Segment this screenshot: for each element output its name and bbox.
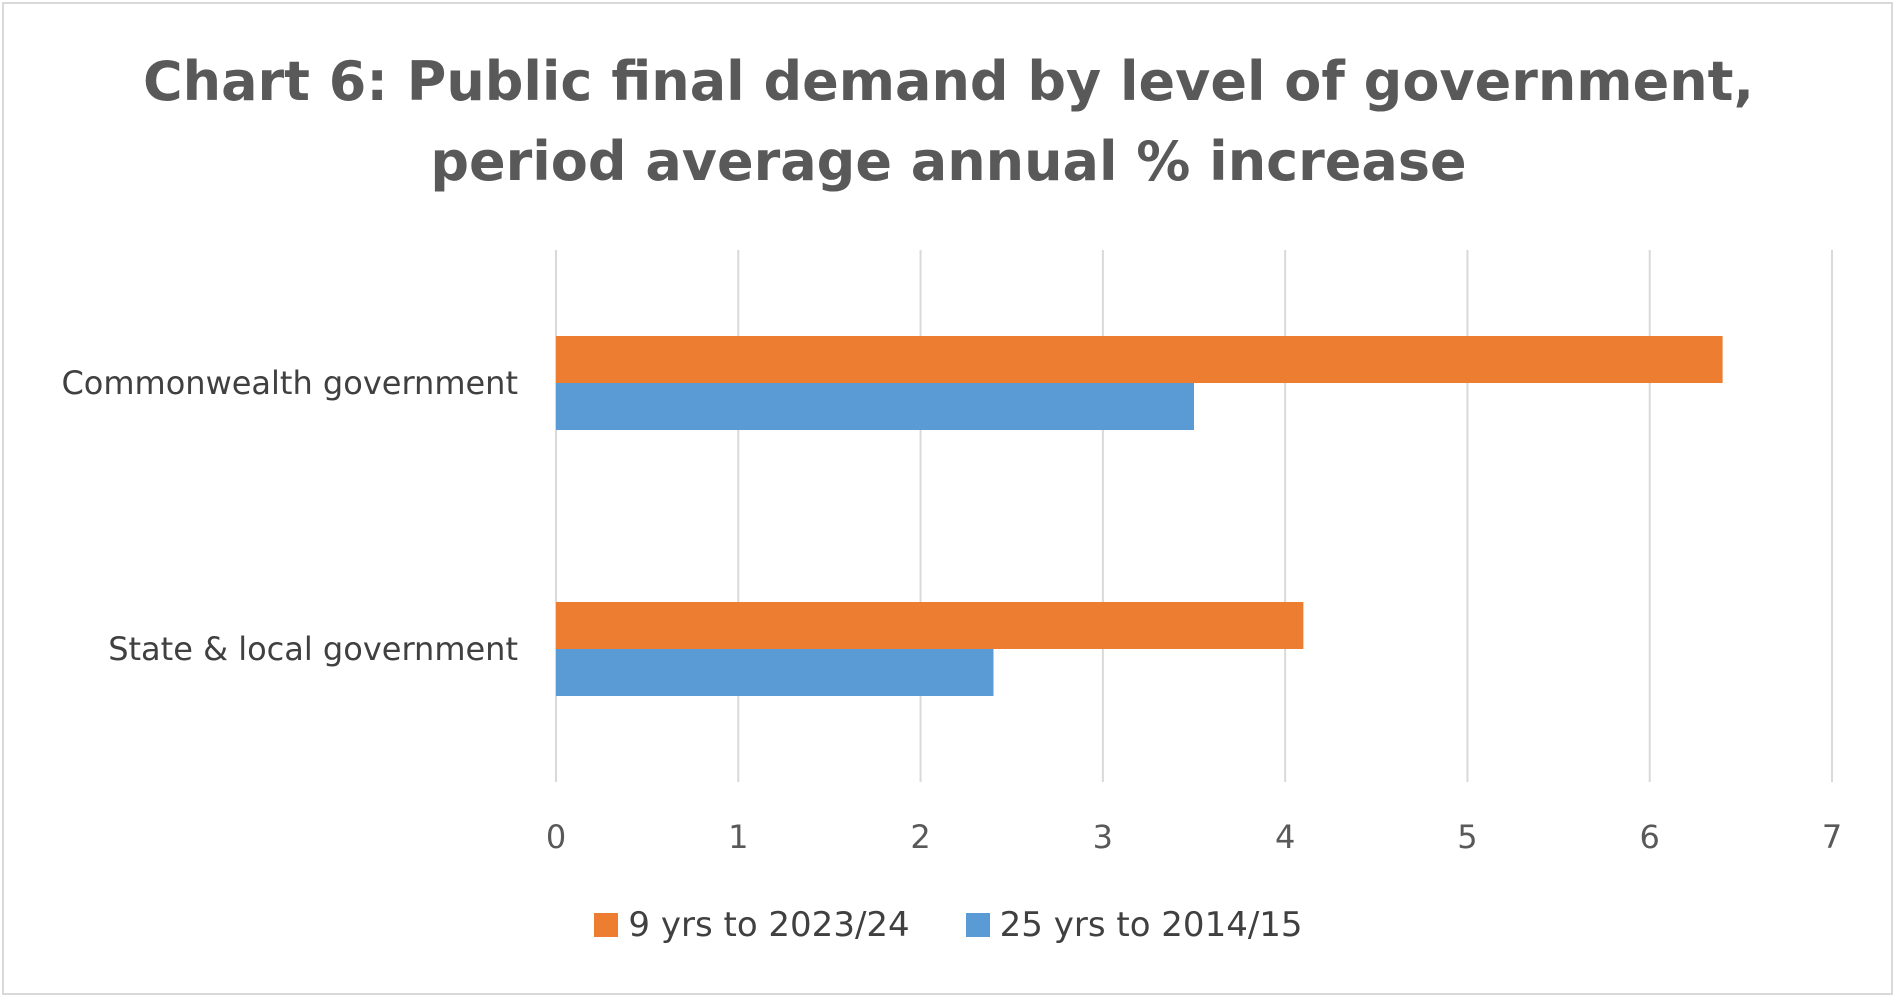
x-tick-label-6: 6 (1640, 818, 1660, 856)
legend: 9 yrs to 2023/24 25 yrs to 2014/15 (0, 900, 1897, 950)
bar-series-2-category-2 (556, 649, 994, 696)
x-tick-label-7: 7 (1822, 818, 1842, 856)
chart-title-line-2: period average annual % increase (430, 130, 1467, 193)
x-tick-label-3: 3 (1093, 818, 1113, 856)
gridlines (555, 250, 1833, 782)
category-label-1: Commonwealth government (61, 364, 518, 402)
category-labels: Commonwealth government State & local gov… (61, 364, 518, 668)
bar-series-1-category-1 (556, 336, 1723, 383)
legend-label-series-2: 25 yrs to 2014/15 (999, 905, 1303, 945)
category-label-2: State & local government (108, 630, 518, 668)
legend-swatch-series-1 (594, 913, 619, 937)
x-tick-label-0: 0 (546, 818, 566, 856)
x-tick-labels: 0 1 2 3 4 5 6 7 (546, 818, 1842, 856)
chart-title-line-1: Chart 6: Public final demand by level of… (143, 50, 1754, 113)
bar-series-1-category-2 (556, 602, 1304, 649)
x-tick-label-5: 5 (1457, 818, 1477, 856)
x-tick-label-1: 1 (728, 818, 748, 856)
plot-area: Commonwealth government State & local gov… (61, 250, 1842, 856)
legend-label-series-1: 9 yrs to 2023/24 (628, 905, 910, 945)
bar-series-2-category-1 (556, 383, 1194, 430)
legend-item-series-2: 25 yrs to 2014/15 (965, 905, 1303, 945)
x-tick-label-2: 2 (910, 818, 930, 856)
bars (556, 336, 1723, 696)
x-tick-label-4: 4 (1275, 818, 1295, 856)
legend-swatch-series-2 (965, 913, 990, 937)
legend-item-series-1: 9 yrs to 2023/24 (594, 905, 910, 945)
chart-title: Chart 6: Public final demand by level of… (0, 42, 1897, 202)
